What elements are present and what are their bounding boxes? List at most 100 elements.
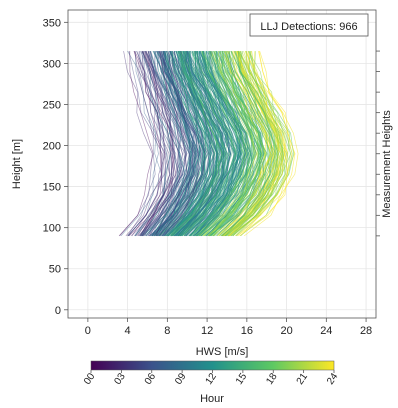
wind-profile-line bbox=[168, 51, 207, 237]
x-axis-ticks: 0 4 8 12 16 20 24 28 bbox=[85, 318, 372, 337]
wind-profile-line bbox=[155, 51, 198, 237]
wind-profile-line bbox=[120, 50, 159, 237]
wind-profile-line bbox=[136, 50, 170, 237]
x-tick-label: 12 bbox=[201, 325, 213, 337]
wind-profile-line bbox=[159, 50, 198, 237]
colorbar-tick-label: 00 bbox=[82, 371, 98, 387]
y-axis-label: Height [m] bbox=[11, 139, 23, 189]
wind-profile-line bbox=[151, 50, 186, 237]
wind-profile-line bbox=[127, 51, 164, 237]
wind-profile-line bbox=[165, 51, 209, 237]
wind-profile-line bbox=[157, 51, 199, 237]
y-axis-ticks: 0 50 100 150 200 250 300 350 bbox=[43, 17, 68, 317]
wind-profile-line bbox=[171, 50, 225, 237]
wind-profile-line bbox=[237, 51, 293, 237]
wind-profile-line bbox=[149, 51, 197, 237]
wind-profile-line bbox=[147, 51, 182, 237]
wind-profile-line bbox=[178, 51, 229, 237]
y-tick-label: 300 bbox=[43, 58, 61, 70]
wind-profile-line bbox=[185, 51, 229, 237]
wind-profile-line bbox=[141, 51, 186, 237]
wind-profile-line bbox=[148, 51, 192, 237]
colorbar-tick-label: 12 bbox=[204, 371, 220, 387]
annotation-box bbox=[249, 13, 369, 37]
wind-profile-line bbox=[180, 50, 233, 237]
colorbar-tick-label: 24 bbox=[325, 371, 341, 387]
wind-profile-line bbox=[141, 51, 173, 237]
wind-profile-line bbox=[227, 50, 279, 237]
wind-profile-line bbox=[128, 51, 171, 237]
wind-profile-line bbox=[190, 51, 241, 237]
wind-profile-line bbox=[141, 51, 175, 237]
wind-profile-line bbox=[145, 51, 193, 237]
y-tick-label: 200 bbox=[43, 141, 61, 153]
wind-profile-line bbox=[118, 51, 154, 237]
wind-profile-line bbox=[222, 51, 274, 237]
y-tick-label: 50 bbox=[49, 264, 61, 276]
wind-profile-line bbox=[151, 51, 190, 237]
wind-profile-line bbox=[147, 51, 187, 237]
wind-profile-line bbox=[145, 51, 182, 237]
wind-profile-line bbox=[134, 51, 172, 237]
colorbar-tick-label: 09 bbox=[173, 371, 189, 387]
right-axis-label: Measurement Heights bbox=[381, 110, 393, 218]
wind-profile-line bbox=[197, 51, 243, 237]
wind-profile-line bbox=[167, 50, 219, 237]
wind-profile-line bbox=[144, 51, 187, 237]
wind-profile-line bbox=[137, 50, 179, 237]
wind-profile-line bbox=[125, 51, 165, 237]
plot-frame bbox=[67, 9, 377, 319]
x-tick-label: 24 bbox=[320, 325, 332, 337]
x-tick-label: 16 bbox=[241, 325, 253, 337]
wind-profile-line bbox=[161, 50, 204, 237]
x-tick-label: 28 bbox=[360, 325, 372, 337]
wind-profile-line bbox=[240, 51, 294, 237]
wind-profile-line bbox=[142, 50, 180, 237]
wind-profile-line bbox=[213, 51, 273, 237]
wind-profile-line bbox=[158, 51, 204, 237]
wind-profile-line bbox=[201, 50, 255, 237]
wind-profile-line bbox=[140, 50, 175, 237]
wind-profile-line bbox=[232, 50, 291, 237]
wind-profile-line bbox=[227, 51, 283, 237]
wind-profile-line bbox=[140, 51, 173, 237]
y-tick-label: 0 bbox=[55, 305, 61, 317]
wind-profile-line bbox=[223, 51, 273, 237]
wind-profile-line bbox=[155, 51, 188, 237]
wind-profile-line bbox=[138, 50, 184, 237]
wind-profile-line bbox=[237, 50, 289, 237]
detections-annotation: LLJ Detections: 966 bbox=[249, 13, 369, 37]
wind-profile-line bbox=[164, 51, 204, 237]
x-tick-label: 4 bbox=[125, 325, 131, 337]
wind-profile-line bbox=[131, 51, 165, 237]
colorbar-label: Hour bbox=[200, 393, 224, 405]
wind-profile-line bbox=[134, 50, 177, 237]
wind-profiles bbox=[118, 50, 299, 237]
wind-profile-line bbox=[131, 50, 162, 237]
wind-profile-line bbox=[127, 51, 156, 237]
wind-profile-line bbox=[218, 50, 272, 237]
wind-profile-line bbox=[142, 50, 186, 237]
wind-profile-line bbox=[153, 51, 190, 237]
wind-profile-line bbox=[170, 50, 215, 237]
wind-profile-line bbox=[142, 50, 179, 237]
colorbar-tick-label: 06 bbox=[143, 371, 159, 387]
wind-profile-line bbox=[160, 51, 202, 237]
wind-profile-line bbox=[228, 50, 283, 237]
wind-profile-line bbox=[163, 50, 210, 237]
wind-profile-line bbox=[128, 50, 163, 237]
wind-profile-line bbox=[185, 51, 240, 237]
y-tick-label: 100 bbox=[43, 223, 61, 235]
wind-profile-line bbox=[141, 51, 188, 237]
wind-profile-line bbox=[212, 50, 266, 237]
wind-profile-line bbox=[127, 51, 162, 237]
wind-profile-line bbox=[168, 51, 212, 237]
wind-profile-line bbox=[178, 50, 223, 237]
wind-profile-line bbox=[119, 51, 153, 237]
wind-profile-line bbox=[235, 50, 292, 237]
wind-profile-line bbox=[140, 50, 177, 237]
y-tick-label: 250 bbox=[43, 99, 61, 111]
wind-profile-line bbox=[161, 50, 208, 237]
x-tick-label: 8 bbox=[164, 325, 170, 337]
